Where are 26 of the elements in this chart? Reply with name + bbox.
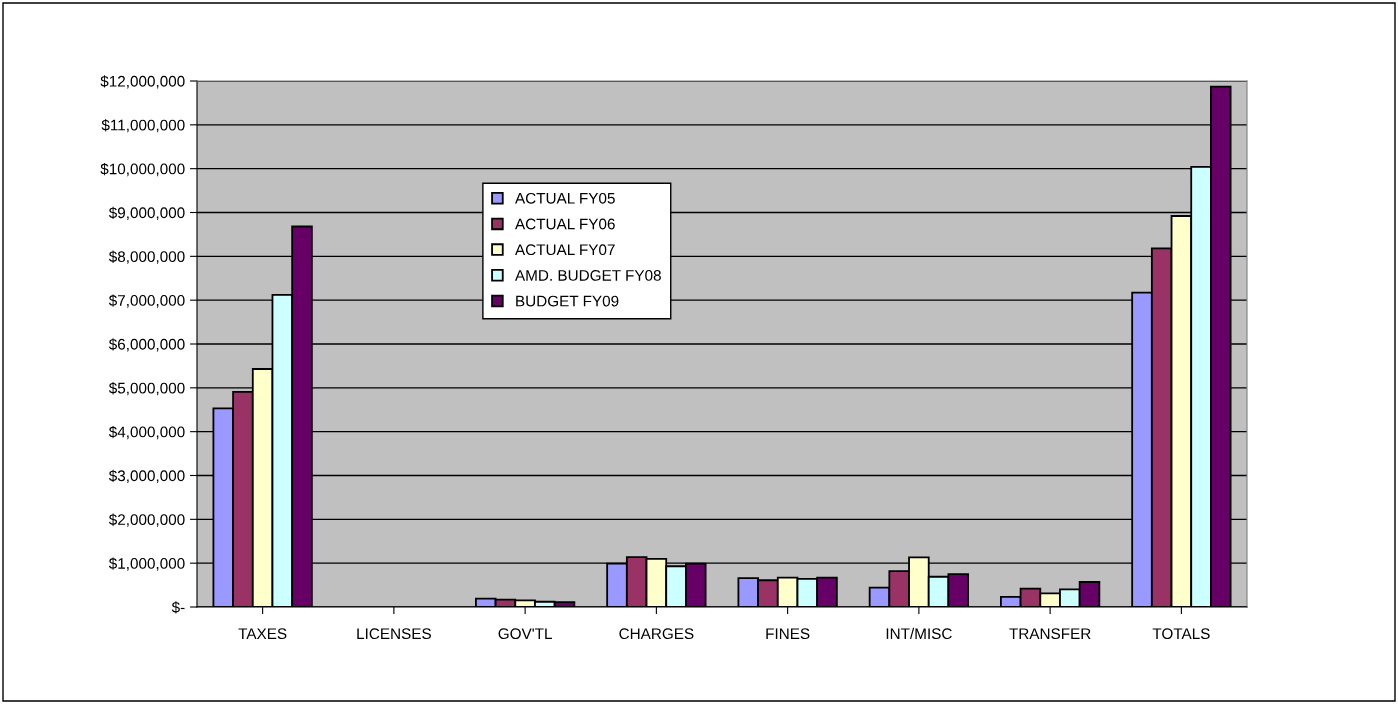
y-tick-label: $10,000,000 xyxy=(100,162,185,177)
y-tick-label: $9,000,000 xyxy=(108,206,185,220)
legend-label: BUDGET FY09 xyxy=(516,295,619,307)
x-tick-label: LICENSES xyxy=(357,628,431,640)
x-tick-label: GOV'TL xyxy=(498,628,552,640)
y-tick-label: $4,000,000 xyxy=(108,425,185,440)
y-tick-label: $8,000,000 xyxy=(108,250,185,264)
x-tick-label: TAXES xyxy=(238,628,287,640)
y-tick-label: $12,000,000 xyxy=(100,75,185,89)
legend-label: ACTUAL FY05 xyxy=(515,192,615,204)
x-tick-label: INT/MISC xyxy=(886,627,952,640)
x-tick-label: TOTALS xyxy=(1152,628,1210,640)
x-tick-label: CHARGES xyxy=(619,628,694,640)
y-tick-label: $6,000,000 xyxy=(108,338,185,352)
y-tick-label: $5,000,000 xyxy=(108,382,185,396)
x-tick-label: FINES xyxy=(766,628,810,640)
legend-label: AMD. BUDGET FY08 xyxy=(515,269,661,281)
legend-label: ACTUAL FY06 xyxy=(515,218,615,230)
y-tick-label: $2,000,000 xyxy=(108,513,185,527)
y-tick-label: $7,000,000 xyxy=(108,294,185,308)
y-tick-label: $- xyxy=(171,601,185,614)
y-tick-label: $11,000,000 xyxy=(101,119,185,133)
x-tick-label: TRANSFER xyxy=(1009,628,1091,640)
legend-label: ACTUAL FY07 xyxy=(515,244,615,256)
y-tick-label: $3,000,000 xyxy=(108,469,185,483)
y-tick-label: $1,000,000 xyxy=(108,557,185,571)
